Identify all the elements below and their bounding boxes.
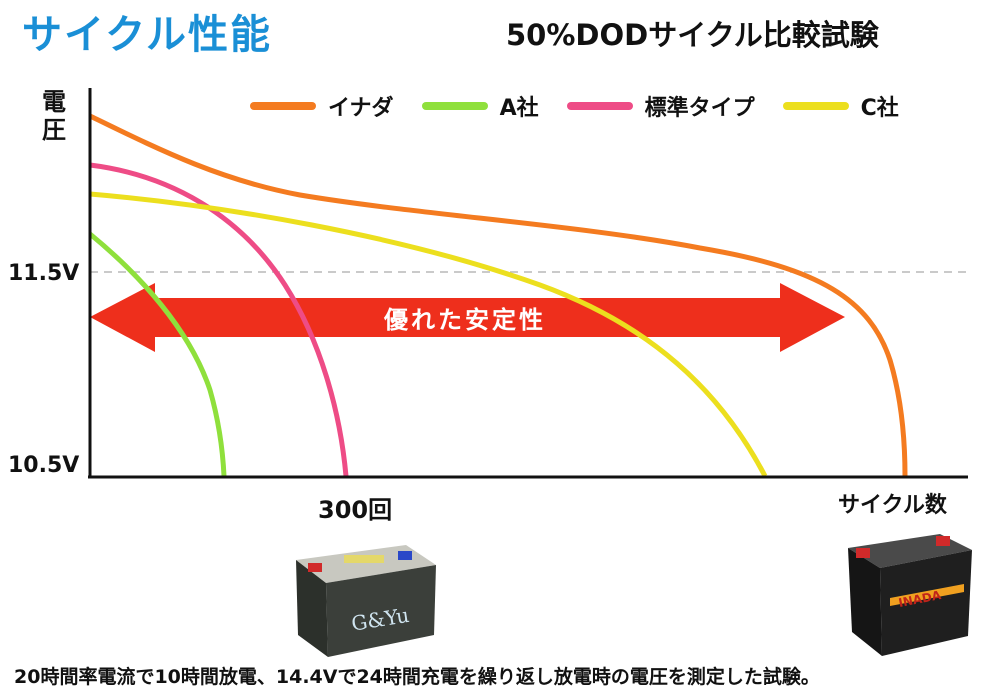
y-tick-label-10-5v: 10.5V — [8, 453, 79, 478]
legend-swatch-standard — [566, 102, 633, 110]
legend-item-c: C社 — [782, 90, 899, 122]
chart-legend: イナダ A社 標準タイプ C社 — [250, 88, 927, 124]
y-axis-label: 電圧 — [42, 88, 66, 144]
stability-arrow — [90, 283, 845, 352]
series-line-c — [89, 191, 768, 478]
legend-item-standard: 標準タイプ — [566, 90, 755, 122]
x-tick-label-300: 300回 — [318, 496, 392, 524]
stability-annotation: 優れた安定性 — [384, 306, 546, 334]
legend-swatch-a — [421, 102, 488, 110]
legend-label-standard: 標準タイプ — [644, 96, 755, 121]
legend-label-c: C社 — [860, 96, 899, 121]
legend-label-inada: イナダ — [328, 96, 394, 121]
series-line-a — [88, 232, 227, 477]
series-line-standard — [89, 162, 349, 477]
y-tick-label-11-5v: 11.5V — [8, 261, 79, 286]
series-line-inada — [88, 113, 908, 477]
inada-battery-image: INADA — [848, 534, 972, 656]
legend-item-inada: イナダ — [250, 90, 394, 122]
legend-swatch-c — [782, 102, 849, 110]
page-title: サイクル性能 — [22, 12, 272, 58]
legend-swatch-inada — [250, 102, 316, 110]
legend-label-a: A社 — [499, 96, 539, 121]
gyu-battery-image: G&Yu — [296, 545, 436, 657]
chart-subtitle: 50%DODサイクル比較試験 — [506, 18, 879, 52]
legend-item-a: A社 — [421, 90, 539, 122]
x-axis-label: サイクル数 — [838, 493, 947, 518]
test-footnote: 20時間率電流で10時間放電、14.4Vで24時間充電を繰り返し放電時の電圧を測… — [14, 666, 820, 688]
